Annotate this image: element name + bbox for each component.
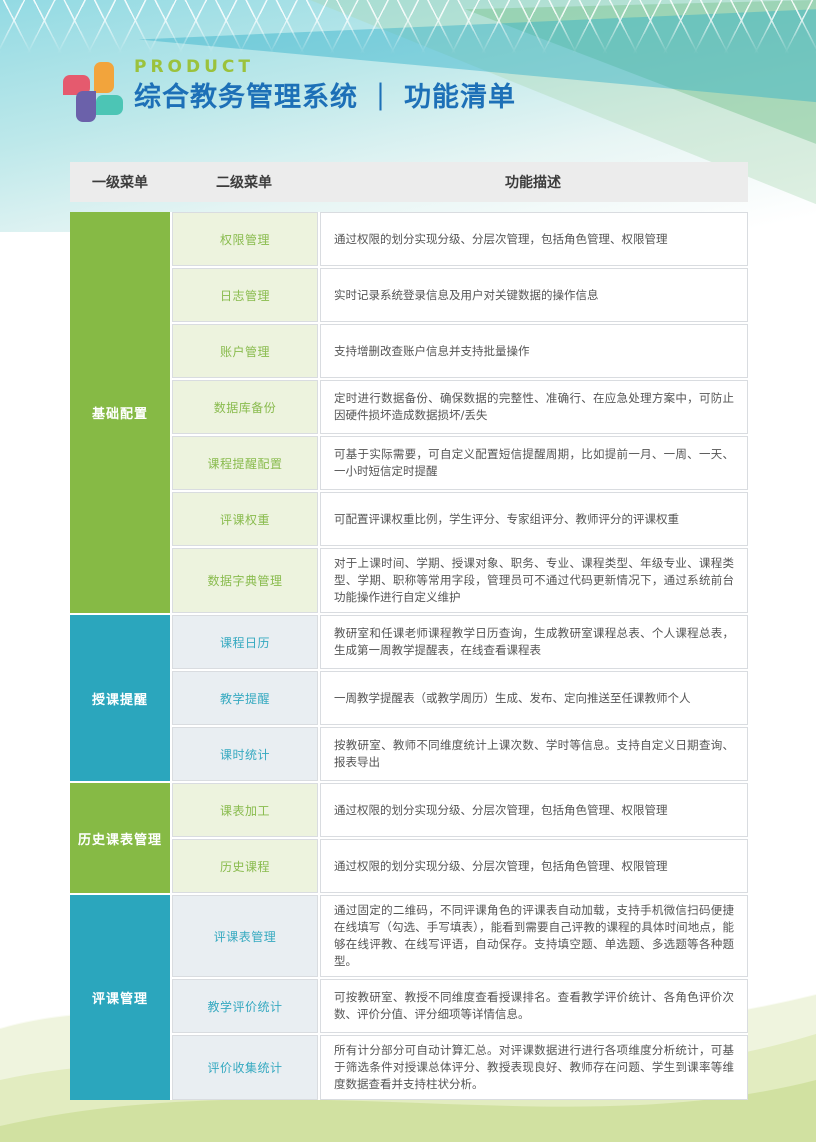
table-section: 历史课表管理 课表加工 通过权限的划分实现分级、分层次管理，包括角色管理、权限管理历… bbox=[70, 783, 748, 893]
feature-description-cell: 实时记录系统登录信息及用户对关键数据的操作信息 bbox=[320, 268, 748, 322]
table-header-row: 一级菜单 二级菜单 功能描述 bbox=[70, 162, 748, 202]
page-title: 综合教务管理系统 ｜ 功能清单 bbox=[134, 82, 516, 114]
top-gradient-band bbox=[0, 0, 816, 232]
level2-menu-cell: 教学提醒 bbox=[172, 671, 318, 725]
level2-menu-cell: 评课权重 bbox=[172, 492, 318, 546]
feature-description-cell: 支持增删改查账户信息并支持批量操作 bbox=[320, 324, 748, 378]
level2-menu-cell: 评价收集统计 bbox=[172, 1035, 318, 1100]
level1-menu-cell: 基础配置 bbox=[70, 212, 170, 613]
level2-menu-cell: 日志管理 bbox=[172, 268, 318, 322]
table-section: 基础配置 权限管理 通过权限的划分实现分级、分层次管理，包括角色管理、权限管理 日志管… bbox=[70, 212, 748, 613]
level2-menu-cell: 评课表管理 bbox=[172, 895, 318, 977]
feature-description-cell: 通过权限的划分实现分级、分层次管理，包括角色管理、权限管理 bbox=[320, 212, 748, 266]
brand-label: PRODUCT bbox=[134, 57, 254, 77]
title-block: PRODUCT 综合教务管理系统 ｜ 功能清单 bbox=[134, 59, 516, 122]
brand-header: PRODUCT 综合教务管理系统 ｜ 功能清单 bbox=[63, 59, 516, 122]
feature-description-cell: 所有计分部分可自动计算汇总。对评课数据进行进行各项维度分析统计，可基于筛选条件对… bbox=[320, 1035, 748, 1100]
level2-menu-cell: 教学评价统计 bbox=[172, 979, 318, 1033]
level2-menu-cell: 权限管理 bbox=[172, 212, 318, 266]
table-section: 评课管理 评课表管理 通过固定的二维码，不同评课角色的评课表自动加载，支持手机微信扫… bbox=[70, 895, 748, 1100]
chat-bubble-pinwheel-logo-icon bbox=[63, 62, 123, 122]
level2-menu-cell: 数据字典管理 bbox=[172, 548, 318, 613]
page-title-sub: 功能清单 bbox=[404, 82, 516, 113]
feature-description-cell: 通过权限的划分实现分级、分层次管理，包括角色管理、权限管理 bbox=[320, 839, 748, 893]
column-header-level2: 二级菜单 bbox=[216, 175, 272, 191]
level2-menu-cell: 历史课程 bbox=[172, 839, 318, 893]
level1-menu-cell: 授课提醒 bbox=[70, 615, 170, 781]
level2-menu-cell: 账户管理 bbox=[172, 324, 318, 378]
mesh-grid-pattern bbox=[0, 0, 816, 54]
logo-teal-bubble-icon bbox=[96, 95, 123, 115]
feature-description-cell: 对于上课时间、学期、授课对象、职务、专业、课程类型、年级专业、课程类型、学期、职… bbox=[320, 548, 748, 613]
feature-description-cell: 一周教学提醒表（或教学周历）生成、发布、定向推送至任课教师个人 bbox=[320, 671, 748, 725]
level2-menu-cell: 课时统计 bbox=[172, 727, 318, 781]
feature-table: 一级菜单 二级菜单 功能描述 基础配置 权限管理 通过权限的划分实现分级、分层次管理… bbox=[70, 162, 748, 1100]
level2-menu-cell: 课表加工 bbox=[172, 783, 318, 837]
level2-menu-cell: 课程日历 bbox=[172, 615, 318, 669]
feature-description-cell: 可基于实际需要，可自定义配置短信提醒周期，比如提前一月、一周、一天、一小时短信定… bbox=[320, 436, 748, 490]
feature-description-cell: 按教研室、教师不同维度统计上课次数、学时等信息。支持自定义日期查询、报表导出 bbox=[320, 727, 748, 781]
table-body: 基础配置 权限管理 通过权限的划分实现分级、分层次管理，包括角色管理、权限管理 日志管… bbox=[70, 212, 748, 1100]
page-title-main: 综合教务管理系统 bbox=[134, 82, 358, 113]
level1-menu-cell: 评课管理 bbox=[70, 895, 170, 1100]
feature-description-cell: 教研室和任课老师课程教学日历查询，生成教研室课程总表、个人课程总表，生成第一周教… bbox=[320, 615, 748, 669]
table-section: 授课提醒 课程日历 教研室和任课老师课程教学日历查询，生成教研室课程总表、个人课程总… bbox=[70, 615, 748, 781]
feature-description-cell: 可按教研室、教授不同维度查看授课排名。查看教学评价统计、各角色评价次数、评价分值… bbox=[320, 979, 748, 1033]
level2-menu-cell: 数据库备份 bbox=[172, 380, 318, 434]
feature-description-cell: 通过权限的划分实现分级、分层次管理，包括角色管理、权限管理 bbox=[320, 783, 748, 837]
feature-description-cell: 定时进行数据备份、确保数据的完整性、准确行、在应急处理方案中，可防止因硬件损坏造… bbox=[320, 380, 748, 434]
column-header-level1: 一级菜单 bbox=[92, 175, 148, 191]
logo-pink-bubble-icon bbox=[63, 75, 90, 95]
column-header-description: 功能描述 bbox=[505, 175, 561, 191]
logo-purple-bubble-icon bbox=[76, 91, 96, 122]
level2-menu-cell: 课程提醒配置 bbox=[172, 436, 318, 490]
title-divider: ｜ bbox=[367, 83, 395, 114]
feature-description-cell: 可配置评课权重比例，学生评分、专家组评分、教师评分的评课权重 bbox=[320, 492, 748, 546]
feature-description-cell: 通过固定的二维码，不同评课角色的评课表自动加载，支持手机微信扫码便捷在线填写（勾… bbox=[320, 895, 748, 977]
logo-orange-bubble-icon bbox=[94, 62, 114, 93]
level1-menu-cell: 历史课表管理 bbox=[70, 783, 170, 893]
